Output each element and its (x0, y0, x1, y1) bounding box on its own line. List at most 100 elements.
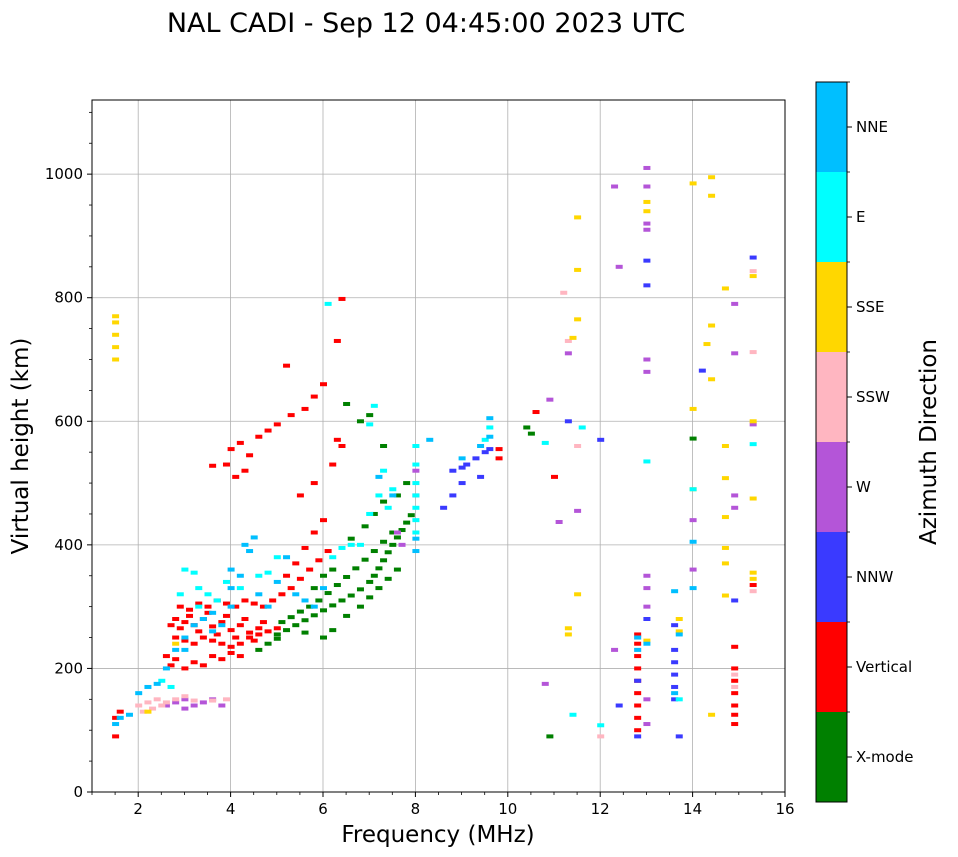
echo-point-w (555, 519, 563, 524)
echo-point-x-mode (329, 603, 337, 608)
echo-point-ssw (574, 444, 582, 448)
echo-point-vertical (241, 598, 249, 603)
echo-point-vertical (296, 493, 304, 498)
echo-point-vertical (287, 413, 295, 418)
echo-point-vertical (246, 630, 254, 635)
echo-point-e (329, 555, 337, 560)
colorbar-label: Vertical (856, 658, 912, 676)
echo-point-vertical (241, 617, 249, 621)
echo-point-nne (144, 684, 152, 689)
echo-point-vertical (634, 703, 642, 708)
echo-point-x-mode (264, 641, 272, 646)
echo-point-nne (643, 641, 651, 646)
echo-point-vertical (333, 437, 341, 442)
echo-point-x-mode (347, 536, 355, 541)
echo-point-vertical (273, 422, 281, 427)
echo-point-e (380, 468, 388, 473)
echo-point-vertical (172, 617, 180, 621)
echo-point-x-mode (329, 628, 337, 633)
echo-point-x-mode (329, 567, 337, 572)
echo-point-x-mode (546, 734, 554, 739)
echo-point-e (213, 598, 221, 603)
echo-point-vertical (176, 604, 184, 609)
echo-point-vertical (209, 654, 217, 659)
echo-point-sse (144, 709, 152, 714)
echo-point-vertical (236, 440, 244, 445)
echo-point-x-mode (343, 401, 351, 406)
echo-point-vertical (246, 453, 254, 458)
colorbar-segment-vertical (816, 622, 847, 712)
echo-point-x-mode (393, 493, 401, 498)
echo-point-nnw (643, 258, 651, 263)
echo-point-e (412, 444, 420, 448)
echo-point-nne (135, 691, 143, 696)
echo-point-w (611, 647, 619, 652)
echo-point-e (195, 604, 203, 609)
echo-point-e (412, 481, 420, 486)
echo-point-vertical (250, 638, 258, 643)
echo-point-ssw (158, 703, 166, 708)
echo-point-nne (199, 617, 207, 621)
echo-point-x-mode (343, 574, 351, 579)
echo-point-x-mode (403, 520, 411, 525)
echo-point-w (643, 227, 651, 232)
echo-point-nnw (463, 462, 471, 467)
echo-point-sse (721, 561, 729, 566)
echo-point-ssw (172, 697, 180, 702)
echo-point-sse (708, 377, 716, 382)
echo-point-e (158, 678, 166, 683)
echo-point-vertical (199, 635, 207, 640)
echo-point-nne (426, 437, 434, 442)
echo-point-sse (574, 592, 582, 597)
colorbar-frame (815, 81, 848, 803)
echo-point-vertical (232, 474, 240, 479)
echo-point-nne (458, 456, 466, 461)
echo-point-sse (689, 181, 697, 186)
echo-point-nne (412, 549, 420, 554)
echo-point-e (366, 422, 374, 427)
echo-point-w (643, 586, 651, 591)
echo-point-x-mode (356, 419, 364, 424)
echo-point-w (689, 567, 697, 572)
echo-point-vertical (255, 434, 263, 439)
echo-point-vertical (278, 592, 286, 597)
echo-point-vertical (320, 518, 327, 523)
echo-point-w (643, 165, 651, 170)
echo-point-nne (273, 579, 281, 584)
echo-point-nne (264, 604, 272, 609)
echo-point-vertical (172, 657, 180, 662)
echo-point-vertical (190, 641, 198, 646)
echo-point-e (389, 487, 397, 492)
echo-point-x-mode (393, 535, 401, 540)
echo-point-nne (181, 647, 189, 652)
echo-point-ssw (749, 589, 757, 594)
echo-point-nne (310, 604, 318, 609)
echo-point-e (195, 586, 203, 591)
echo-point-x-mode (320, 635, 327, 640)
echo-point-w (546, 397, 554, 402)
echo-point-vertical (333, 338, 341, 343)
echo-point-vertical (112, 715, 120, 720)
colorbar-segment-ssw (816, 352, 847, 442)
echo-point-nne (181, 635, 189, 640)
echo-point-w (643, 722, 651, 727)
echo-point-sse (112, 357, 120, 362)
echo-point-nnw (440, 505, 448, 510)
echo-point-vertical (634, 691, 642, 696)
echo-point-ssw (731, 684, 739, 689)
echo-point-sse (721, 593, 729, 598)
y-tick-label: 600 (54, 412, 83, 430)
colorbar-segment-e (816, 172, 847, 262)
echo-point-x-mode (370, 573, 378, 578)
echo-point-ssw (149, 706, 157, 711)
echo-point-vertical (495, 447, 503, 452)
echo-point-ssw (564, 338, 572, 343)
echo-point-vertical (731, 644, 739, 649)
x-tick-label: 16 (775, 800, 794, 818)
echo-point-sse (721, 444, 729, 448)
echo-point-sse (721, 545, 729, 550)
x-tick-label: 6 (318, 800, 328, 818)
echo-point-vertical (218, 620, 226, 625)
echo-point-nne (190, 623, 198, 628)
echo-point-w (643, 357, 651, 362)
